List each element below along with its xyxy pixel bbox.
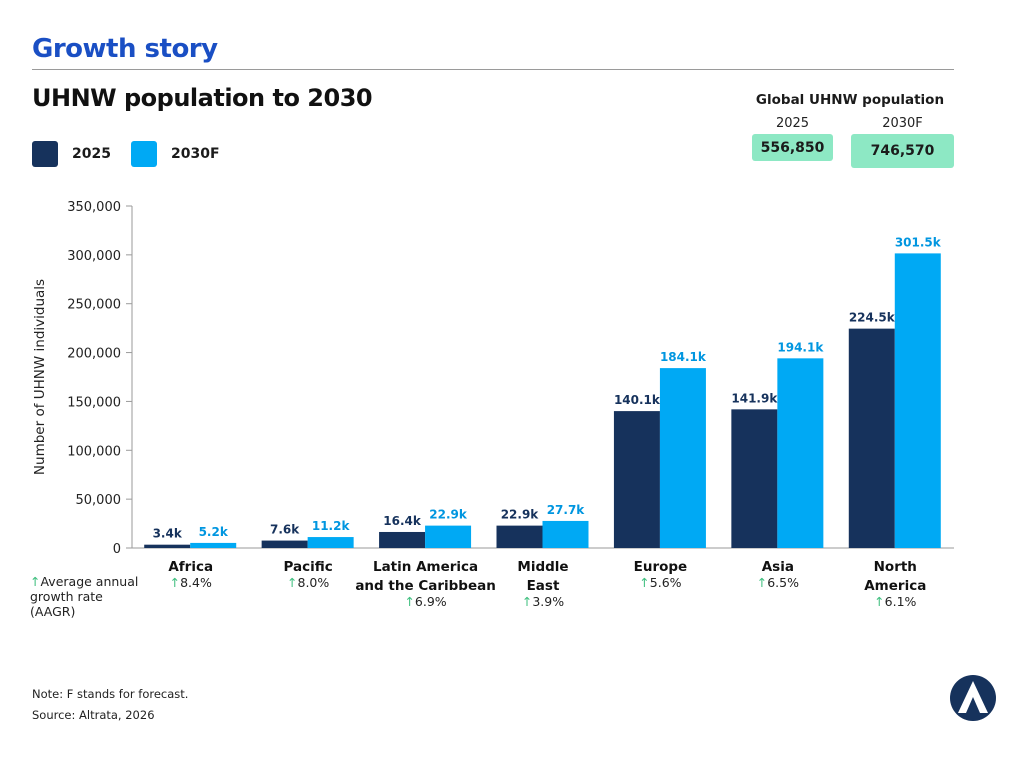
bar: [894, 253, 941, 549]
legend-item-2025: 2025: [32, 141, 111, 167]
aagr-up-arrow-icon: ↑: [522, 594, 532, 609]
y-tick-label: 100,000: [67, 444, 121, 459]
bar-data-label: 22.9k: [429, 508, 468, 522]
aagr-up-arrow-icon: ↑: [287, 575, 297, 590]
legend-label-2030f: 2030F: [171, 146, 220, 162]
y-tick-label: 0: [113, 542, 121, 557]
y-tick-label: 150,000: [67, 395, 121, 410]
bar: [307, 537, 354, 548]
aagr-value: ↑3.9%: [522, 594, 564, 609]
bar-data-label: 184.1k: [660, 350, 707, 364]
bar: [496, 525, 543, 548]
global-year-2030f: 2030F: [882, 116, 923, 131]
brand-logo-icon: [950, 675, 996, 721]
aagr-value: ↑8.0%: [287, 575, 329, 590]
global-population-title: Global UHNW population: [755, 92, 945, 108]
bar: [144, 544, 191, 548]
bar-data-label: 141.9k: [731, 391, 778, 405]
y-tick-label: 200,000: [67, 347, 121, 362]
aagr-up-arrow-icon: ↑: [874, 594, 884, 609]
bar-data-label: 16.4k: [383, 514, 422, 528]
legend-item-2030f: 2030F: [131, 141, 220, 167]
legend-label-2025: 2025: [72, 146, 111, 162]
aagr-note-line1: Average annual: [40, 574, 139, 589]
aagr-value-text: 3.9%: [532, 594, 564, 609]
chart-title: UHNW population to 2030: [32, 84, 373, 112]
bar-data-label: 224.5k: [849, 311, 896, 325]
x-category-label: Pacific: [284, 559, 333, 575]
bar: [659, 368, 706, 548]
aagr-note-line2: growth rate: [30, 589, 103, 604]
y-tick-label: 50,000: [76, 493, 122, 508]
y-tick-label: 250,000: [67, 298, 121, 313]
aagr-value: ↑5.6%: [639, 575, 681, 590]
aagr-value: ↑6.1%: [874, 594, 916, 609]
global-year-2025: 2025: [775, 116, 810, 131]
x-category-label: East: [527, 578, 560, 594]
x-category-label: North: [874, 559, 917, 575]
y-tick-label: 350,000: [67, 200, 121, 215]
bar: [261, 540, 308, 548]
bar: [425, 525, 472, 548]
bar: [542, 520, 589, 548]
aagr-up-arrow-icon: ↑: [404, 594, 414, 609]
bar: [613, 411, 660, 548]
y-axis-label: Number of UHNW individuals: [32, 279, 48, 475]
aagr-value-text: 6.1%: [885, 594, 917, 609]
bar-data-label: 27.7k: [547, 503, 586, 517]
aagr-value-text: 5.6%: [650, 575, 682, 590]
legend-swatch-2025: [32, 141, 58, 167]
aagr-arrow-icon: ↑: [30, 574, 41, 589]
bar-data-label: 194.1k: [777, 340, 824, 354]
global-value-2025: 556,850: [752, 134, 833, 161]
x-category-label: and the Caribbean: [355, 578, 496, 594]
aagr-value: ↑6.9%: [404, 594, 446, 609]
bar-data-label: 140.1k: [614, 393, 661, 407]
aagr-value-text: 8.4%: [180, 575, 212, 590]
legend-swatch-2030f: [131, 141, 157, 167]
y-tick-label: 300,000: [67, 249, 121, 264]
source-note: Source: Altrata, 2026: [32, 708, 155, 722]
section-title: Growth story: [32, 34, 218, 64]
aagr-value-text: 6.5%: [767, 575, 799, 590]
bar: [777, 358, 824, 548]
x-category-label: Middle: [517, 559, 568, 575]
title-divider: [32, 69, 954, 70]
bar-data-label: 3.4k: [153, 527, 183, 541]
bar-data-label: 301.5k: [895, 235, 942, 249]
bar-data-label: 22.9k: [501, 508, 540, 522]
x-category-label: Asia: [762, 559, 794, 575]
aagr-value: ↑6.5%: [757, 575, 799, 590]
aagr-up-arrow-icon: ↑: [170, 575, 180, 590]
x-category-label: Europe: [634, 559, 688, 575]
aagr-note-line3: (AAGR): [30, 604, 76, 619]
aagr-up-arrow-icon: ↑: [639, 575, 649, 590]
bar: [731, 409, 778, 548]
bar: [190, 542, 237, 548]
aagr-note: ↑Average annual growth rate (AAGR): [30, 574, 138, 619]
footnote: Note: F stands for forecast.: [32, 687, 189, 701]
x-category-label: America: [864, 578, 926, 594]
bar: [379, 531, 426, 548]
aagr-value: ↑8.4%: [170, 575, 212, 590]
global-value-2030f: 746,570: [851, 134, 954, 168]
aagr-value-text: 6.9%: [415, 594, 447, 609]
bar-data-label: 7.6k: [270, 523, 300, 537]
bar-data-label: 5.2k: [199, 525, 229, 539]
bar-data-label: 11.2k: [312, 519, 351, 533]
x-category-label: Latin America: [373, 559, 478, 575]
x-category-label: Africa: [168, 559, 213, 575]
aagr-up-arrow-icon: ↑: [757, 575, 767, 590]
aagr-value-text: 8.0%: [298, 575, 330, 590]
bar: [848, 328, 895, 548]
